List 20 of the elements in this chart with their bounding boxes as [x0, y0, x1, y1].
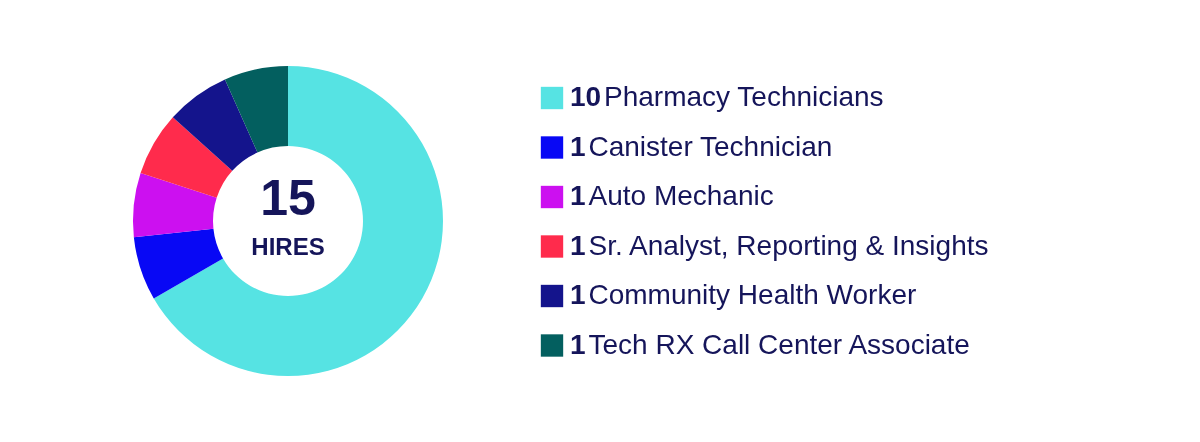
text: HIRES: [251, 233, 325, 260]
data-label: 1: [570, 180, 586, 211]
legend-label: Sr. Analyst, Reporting & Insights: [588, 229, 989, 261]
text: 15: [260, 170, 316, 226]
data-label: 10: [570, 81, 602, 112]
donut-slice: [133, 228, 224, 299]
data-label: 1: [570, 130, 586, 162]
data-label: 1: [570, 229, 586, 261]
data-label: 1: [570, 279, 586, 310]
legend-label: Community Health Worker: [588, 279, 917, 310]
donut-slice: [224, 66, 288, 153]
data-label: 1: [570, 328, 586, 360]
donut-slice: [153, 66, 443, 376]
legend-label: Tech RX Call Center Associate: [588, 328, 970, 360]
legend-label: Auto Mechanic: [588, 180, 774, 211]
donut-slice: [133, 173, 217, 238]
donut-slice: [172, 79, 258, 171]
donut-slice: [140, 117, 233, 198]
legend-label: Pharmacy Technicians: [604, 81, 884, 112]
legend-label: Canister Technician: [588, 130, 833, 162]
